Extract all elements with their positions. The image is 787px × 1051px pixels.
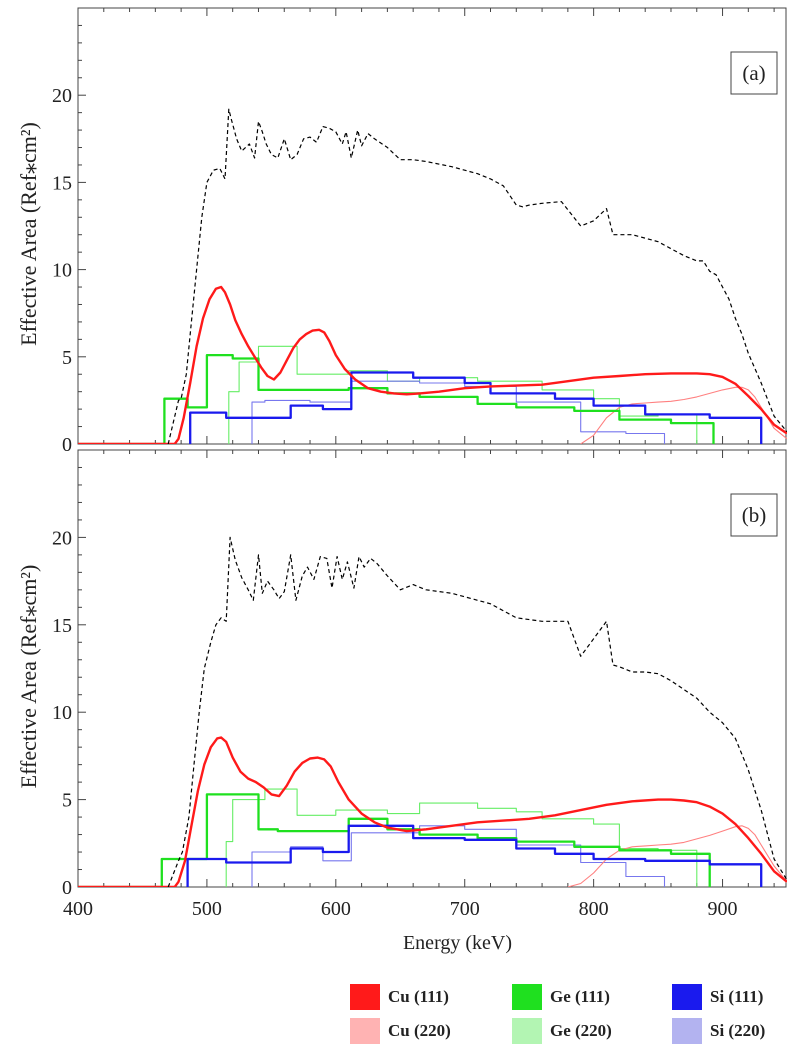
series-line-ge-111 (78, 793, 711, 887)
y-tick-label: 0 (62, 877, 72, 899)
panel-a: 0 5 10 15 20 Effective Area (Ref⁎cm²) (a) (16, 7, 787, 456)
panel-label: (a) (742, 61, 765, 85)
series-line-ge-220 (228, 345, 698, 444)
series-group (78, 108, 787, 444)
series-line-cu-111 (78, 736, 787, 887)
x-tick-label: 700 (450, 898, 480, 920)
series-line-cu-220 (580, 386, 787, 444)
x-tick-label: 800 (579, 898, 609, 920)
series-line-cu-111 (78, 285, 787, 444)
series-line-ge-220 (225, 788, 698, 887)
legend-swatch-ge-111 (512, 984, 542, 1010)
y-axis-label: Effective Area (Ref⁎cm²) (16, 565, 41, 789)
series-line-si-111 (186, 824, 763, 887)
legend-item-si-111: Si (111) (672, 984, 763, 1010)
legend-swatch-si-220 (672, 1018, 702, 1044)
panel-b: 0 5 10 15 20 400 500 600 700 800 900 Effective Area… (16, 449, 787, 954)
series-line-si-111 (189, 371, 763, 444)
y-tick-label: 15 (52, 172, 72, 194)
x-tick-label: 500 (192, 898, 222, 920)
legend: Cu (111) Ge (111) Si (111) Cu (220) Ge (… (350, 984, 787, 1048)
series-line-si-220 (251, 825, 666, 887)
series-line-total (167, 108, 787, 444)
panel-label-box (730, 493, 778, 537)
legend-label: Si (220) (710, 1021, 766, 1040)
x-tick-label: 900 (708, 898, 738, 920)
series-line-cu-220 (567, 825, 787, 887)
legend-item-cu-220: Cu (220) (350, 1018, 451, 1044)
legend-item-ge-111: Ge (111) (512, 984, 610, 1010)
panel-label-box (730, 51, 778, 95)
y-tick-label: 20 (52, 85, 72, 107)
figure: 0 5 10 15 20 Effective Area (Ref⁎cm²) (a) 0 5 10 1… (16, 7, 787, 954)
series-line-ge-111 (78, 353, 715, 444)
y-tick-label: 5 (62, 790, 72, 812)
series-group (78, 536, 787, 887)
legend-label: Si (111) (710, 987, 764, 1006)
plot-frame (77, 7, 787, 445)
y-tick-label: 20 (52, 527, 72, 549)
legend-label: Ge (111) (550, 987, 610, 1006)
series-line-total (167, 536, 787, 887)
legend-item-si-220: Si (220) (672, 1018, 765, 1044)
legend-swatch-cu-111 (350, 984, 380, 1010)
panel-label: (b) (742, 503, 767, 527)
legend-swatch-si-111 (672, 984, 702, 1010)
legend-item-ge-220: Ge (220) (512, 1018, 612, 1044)
legend-item-cu-111: Cu (111) (350, 984, 449, 1010)
series-line-si-220 (251, 380, 666, 444)
y-tick-label: 0 (62, 434, 72, 456)
legend-label: Cu (220) (388, 1021, 451, 1040)
x-tick-label: 600 (321, 898, 351, 920)
legend-swatch-cu-220 (350, 1018, 380, 1044)
y-axis-label: Effective Area (Ref⁎cm²) (16, 122, 41, 346)
legend-swatch-ge-220 (512, 1018, 542, 1044)
y-tick-label: 15 (52, 615, 72, 637)
legend-label: Cu (111) (388, 987, 449, 1006)
x-tick-label: 400 (63, 898, 93, 920)
y-tick-label: 10 (52, 260, 72, 282)
y-tick-label: 10 (52, 702, 72, 724)
legend-label: Ge (220) (550, 1021, 612, 1040)
x-axis-label: Energy (keV) (403, 932, 512, 954)
plot-frame (77, 449, 787, 888)
y-tick-label: 5 (62, 347, 72, 369)
